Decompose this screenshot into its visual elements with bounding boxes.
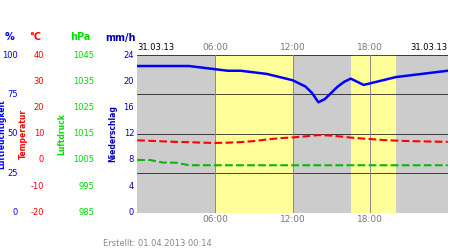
Text: 24: 24: [124, 50, 134, 59]
Text: 4: 4: [129, 182, 134, 191]
Text: Temperatur: Temperatur: [19, 109, 28, 159]
Text: 1045: 1045: [73, 50, 94, 59]
Text: 31.03.13: 31.03.13: [411, 43, 448, 52]
Text: °C: °C: [29, 32, 41, 42]
Text: hPa: hPa: [70, 32, 90, 42]
Text: 1035: 1035: [73, 77, 94, 86]
Bar: [396, 55, 448, 212]
Text: 1015: 1015: [73, 129, 94, 138]
Text: 40: 40: [34, 50, 44, 59]
Text: 12:00: 12:00: [279, 43, 306, 52]
Text: 0: 0: [39, 156, 44, 164]
Text: 50: 50: [8, 129, 18, 138]
Text: 8: 8: [129, 156, 134, 164]
Text: 12: 12: [124, 129, 134, 138]
Bar: [351, 55, 396, 212]
Text: 75: 75: [7, 90, 18, 99]
Text: -20: -20: [31, 208, 44, 217]
Text: -10: -10: [31, 182, 44, 191]
Text: 20: 20: [124, 77, 134, 86]
Text: Luftfeuchtigkeit: Luftfeuchtigkeit: [0, 99, 6, 168]
Text: 0: 0: [13, 208, 18, 217]
Text: %: %: [4, 32, 14, 42]
Text: mm/h: mm/h: [106, 32, 136, 42]
Bar: [292, 55, 351, 212]
Text: Niederschlag: Niederschlag: [108, 105, 117, 162]
Text: 31.03.13: 31.03.13: [137, 43, 175, 52]
Text: 1005: 1005: [73, 156, 94, 164]
Bar: [137, 55, 215, 212]
Text: 0: 0: [129, 208, 134, 217]
Text: 985: 985: [79, 208, 94, 217]
Text: 25: 25: [8, 168, 18, 177]
Text: 30: 30: [33, 77, 44, 86]
Text: 100: 100: [2, 50, 18, 59]
Bar: [215, 55, 292, 212]
Text: Luftdruck: Luftdruck: [58, 113, 67, 155]
Text: 995: 995: [79, 182, 94, 191]
Text: 06:00: 06:00: [202, 43, 228, 52]
Text: 16: 16: [123, 103, 134, 112]
Text: 1025: 1025: [73, 103, 94, 112]
Text: Erstellt: 01.04.2013 00:14: Erstellt: 01.04.2013 00:14: [103, 238, 212, 248]
Text: 20: 20: [34, 103, 44, 112]
Text: 18:00: 18:00: [357, 43, 383, 52]
Text: 10: 10: [34, 129, 44, 138]
